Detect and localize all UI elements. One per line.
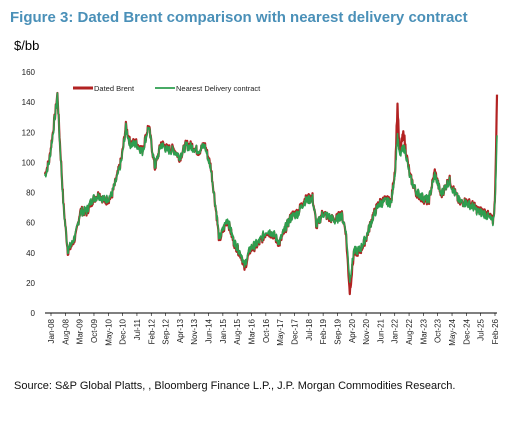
x-tick-label: Sep-19	[333, 318, 342, 344]
x-tick-label: Apr-13	[176, 318, 185, 343]
x-tick-label: Mar-23	[419, 318, 428, 344]
y-tick-label: 80	[26, 189, 35, 198]
x-tick-label: Aug-08	[61, 318, 70, 344]
x-tick-label: Feb-12	[147, 318, 156, 344]
x-tick-label: Mar-09	[76, 318, 85, 344]
legend-label-dated-brent: Dated Brent	[94, 84, 135, 93]
x-axis: Jan-08 Aug-08 Mar-09 Oct-09 May-10 Dec-10 Jul-…	[45, 312, 500, 346]
x-tick-label: Jan-15	[219, 318, 228, 343]
x-tick-label: Jun-21	[376, 318, 385, 343]
y-tick-label: 40	[26, 249, 35, 258]
x-tick-label: Jan-08	[47, 318, 56, 343]
x-tick-label: Mar-16	[248, 318, 257, 344]
y-tick-label: 0	[31, 309, 36, 318]
series-group	[43, 91, 499, 296]
x-tick-label: Apr-20	[348, 318, 357, 343]
x-tick-label: Feb-26	[491, 318, 500, 344]
y-tick-label: 100	[22, 158, 36, 167]
y-tick-label: 20	[26, 279, 35, 288]
legend-label-nearest-delivery: Nearest Delivery contract	[176, 84, 261, 93]
y-axis-unit-label: $/bb	[14, 38, 40, 53]
y-axis: 0 20 40 60 80 100 120 140 160	[22, 68, 36, 318]
x-tick-label: Jan-22	[391, 318, 400, 343]
x-tick-label: Oct-16	[262, 318, 271, 343]
figure-title: Figure 3: Dated Brent comparison with ne…	[10, 9, 468, 26]
x-tick-label: Oct-09	[90, 318, 99, 343]
x-tick-label: Aug-22	[405, 318, 414, 344]
x-tick-label: Sep-12	[162, 318, 171, 344]
x-tick-label: May-10	[104, 318, 113, 345]
x-tick-label: May-24	[448, 318, 457, 345]
x-tick-label: Nov-13	[190, 318, 199, 344]
x-tick-label: Aug-15	[233, 318, 242, 344]
x-tick-label: Feb-19	[319, 318, 328, 344]
y-tick-label: 120	[22, 128, 36, 137]
x-tick-label: Jun-14	[205, 318, 214, 343]
y-tick-label: 140	[22, 98, 36, 107]
x-tick-label: Nov-20	[362, 318, 371, 344]
x-tick-label: Dec-10	[119, 318, 128, 344]
x-tick-label: Dec-17	[290, 318, 299, 344]
series-line-nearest-delivery	[44, 92, 498, 283]
x-tick-label: Jul-25	[477, 318, 486, 340]
x-tick-label: Jul-11	[133, 318, 142, 340]
x-tick-label: Jul-18	[305, 318, 314, 340]
source-note: Source: S&P Global Platts, , Bloomberg F…	[14, 380, 456, 392]
x-tick-label: May-17	[276, 318, 285, 345]
y-tick-label: 60	[26, 219, 35, 228]
x-tick-label: Oct-23	[434, 318, 443, 343]
legend: Dated Brent Nearest Delivery contract	[73, 84, 261, 93]
x-tick-label: Dec-24	[462, 318, 471, 344]
y-tick-label: 160	[22, 68, 36, 77]
